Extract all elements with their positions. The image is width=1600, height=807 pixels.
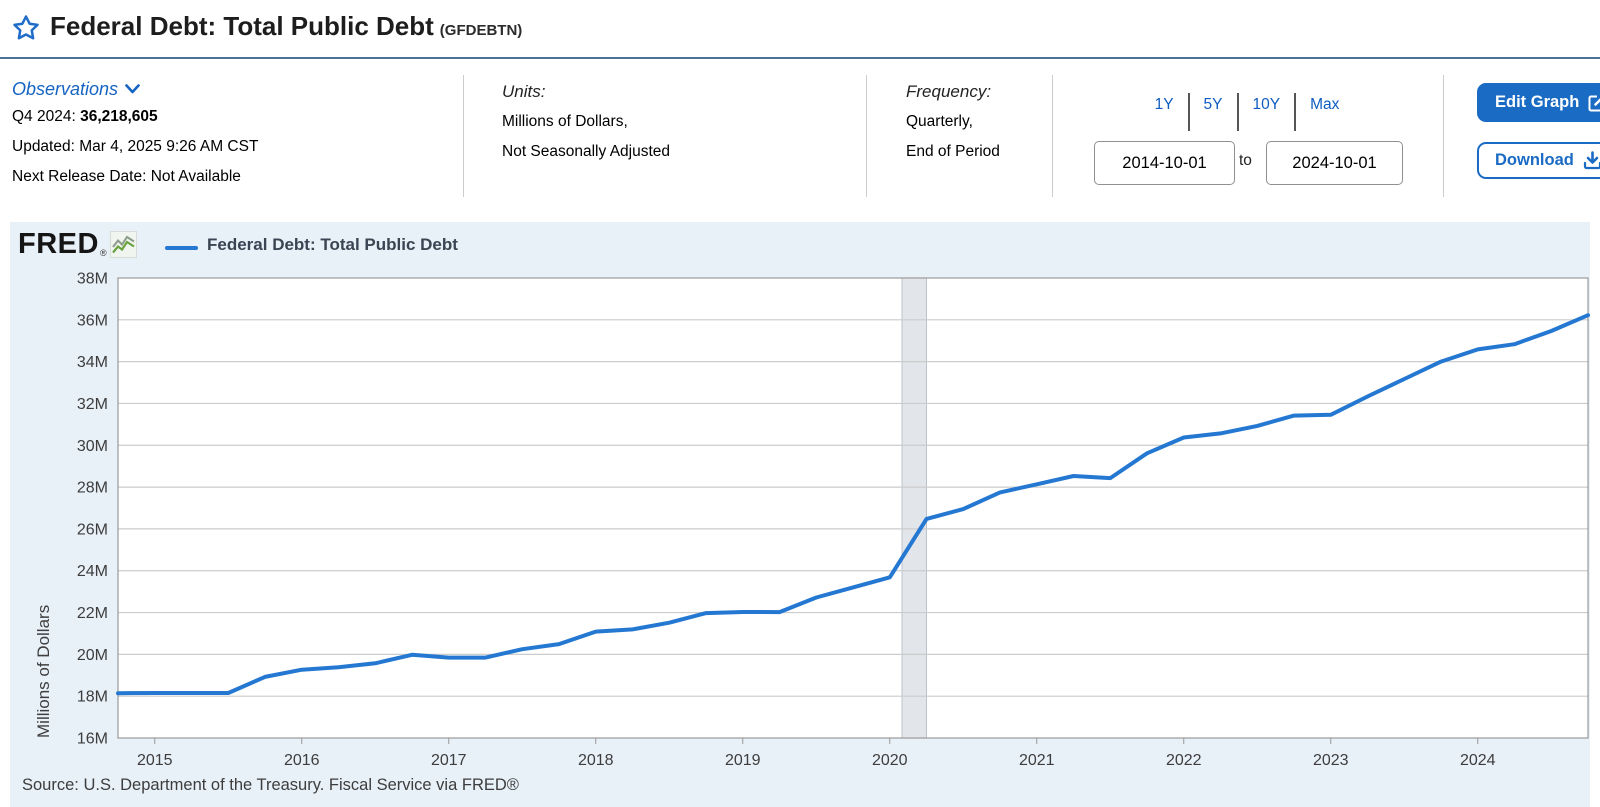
download-button[interactable]: Download: [1477, 142, 1600, 179]
observations-link[interactable]: Observations: [12, 76, 140, 102]
updated-text: Updated: Mar 4, 2025 9:26 AM CST: [12, 138, 259, 155]
latest-value: 36,218,605: [80, 108, 158, 125]
range-link-1y[interactable]: 1Y: [1154, 96, 1174, 113]
download-icon: [1583, 151, 1600, 170]
x-tick-label: 2020: [872, 752, 908, 769]
x-tick-label: 2016: [284, 752, 320, 769]
column-divider: [1052, 75, 1053, 197]
range-link-10y[interactable]: 10Y: [1252, 96, 1281, 113]
y-tick-label: 16M: [77, 731, 108, 748]
y-axis-title: Millions of Dollars: [34, 604, 53, 738]
latest-observation: Q4 2024: 36,218,605: [12, 102, 258, 132]
date-range-to-label: to: [1239, 152, 1252, 169]
column-divider: [1443, 75, 1444, 197]
x-tick-label: 2015: [137, 752, 173, 769]
plot-border: [117, 277, 1589, 739]
y-tick-label: 36M: [77, 312, 108, 329]
range-preset-links: 1Y 5Y 10Y Max: [1094, 93, 1400, 131]
x-tick-label: 2019: [725, 752, 761, 769]
recession-band: [902, 278, 927, 738]
edit-icon: [1588, 95, 1600, 112]
x-tick-label: 2017: [431, 752, 467, 769]
edit-graph-button[interactable]: Edit Graph: [1477, 83, 1600, 122]
range-separator: [1294, 93, 1297, 131]
column-divider: [463, 75, 464, 197]
x-tick-label: 2023: [1313, 752, 1349, 769]
page-title: Federal Debt: Total Public Debt (GFDEBTN): [50, 11, 522, 42]
frequency-label: Frequency:: [906, 82, 992, 101]
column-divider: [866, 75, 867, 197]
edit-graph-label: Edit Graph: [1495, 93, 1580, 111]
y-tick-label: 34M: [77, 354, 108, 371]
star-icon: [13, 15, 39, 40]
x-tick-label: 2024: [1460, 752, 1496, 769]
source-attribution: Source: U.S. Department of the Treasury.…: [22, 776, 519, 794]
time-series-chart: 16M 18M 20M 22M 24M 26M 28M 30M 32M 34M 36M 38M 2015…: [77, 271, 1590, 769]
range-link-5y[interactable]: 5Y: [1203, 96, 1223, 113]
units-column: Units: Millions of Dollars, Not Seasonal…: [502, 76, 670, 167]
units-label: Units:: [502, 82, 546, 101]
end-date-input[interactable]: [1266, 141, 1403, 185]
range-link-max[interactable]: Max: [1310, 96, 1340, 113]
fred-registered-mark: ®: [99, 248, 107, 258]
y-tick-label: 32M: [77, 396, 108, 413]
chart-panel: 16M 18M 20M 22M 24M 26M 28M 30M 32M 34M 36M 38M 2015…: [10, 222, 1590, 807]
latest-period: Q4 2024:: [12, 108, 81, 125]
data-line: [116, 313, 1590, 696]
range-separator: [1187, 93, 1190, 131]
y-tick-label: 26M: [77, 521, 108, 538]
next-release-text: Next Release Date: Not Available: [12, 168, 241, 185]
range-separator: [1236, 93, 1239, 131]
plot-area[interactable]: [118, 278, 1588, 738]
chevron-down-icon: [125, 84, 140, 94]
units-line2: Not Seasonally Adjusted: [502, 143, 671, 160]
units-line1: Millions of Dollars,: [502, 113, 628, 130]
series-id: (GFDEBTN): [439, 22, 523, 39]
frequency-line2: End of Period: [906, 143, 1000, 160]
y-tick-label: 38M: [77, 271, 108, 288]
y-tick-label: 28M: [77, 480, 108, 497]
start-date-input[interactable]: [1094, 141, 1235, 185]
frequency-line1: Quarterly,: [906, 113, 973, 130]
download-label: Download: [1495, 151, 1574, 169]
y-tick-label: 18M: [77, 689, 108, 706]
y-tick-label: 22M: [77, 605, 108, 622]
header-divider: [0, 57, 1600, 59]
x-tick-label: 2021: [1019, 752, 1055, 769]
y-tick-label: 24M: [77, 563, 108, 580]
observations-label: Observations: [12, 79, 119, 99]
legend-line-swatch: [165, 246, 198, 250]
observations-column: Observations Q4 2024: 36,218,605 Updated…: [12, 76, 258, 192]
favorite-star-icon[interactable]: [10, 13, 42, 45]
fred-graph-icon: [109, 231, 137, 258]
x-tick-label: 2018: [578, 752, 614, 769]
x-tick-label: 2022: [1166, 752, 1202, 769]
y-tick-label: 30M: [77, 438, 108, 455]
page-header: Federal Debt: Total Public Debt (GFDEBTN): [0, 0, 1600, 59]
fred-logo-text: FRED: [18, 228, 99, 260]
fred-logo[interactable]: FRED ®: [18, 228, 137, 261]
frequency-column: Frequency: Quarterly, End of Period: [906, 76, 1000, 167]
series-title: Federal Debt: Total Public Debt: [50, 11, 434, 41]
legend-label: Federal Debt: Total Public Debt: [207, 235, 458, 254]
y-tick-label: 20M: [77, 647, 108, 664]
